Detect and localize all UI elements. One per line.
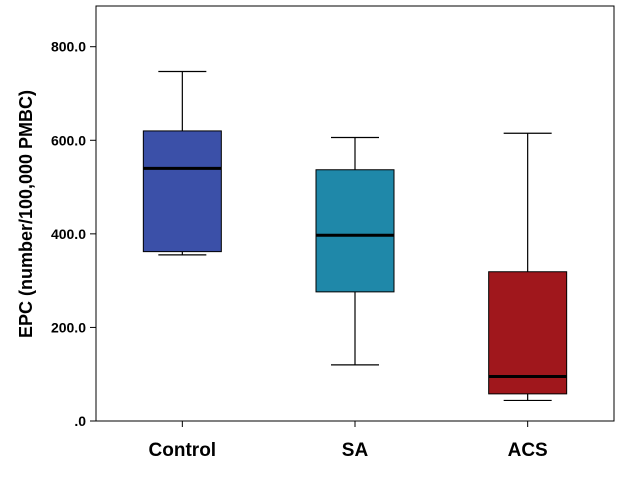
y-tick-label: 600.0 xyxy=(51,132,86,148)
x-category-label: Control xyxy=(149,440,217,461)
box-sa xyxy=(315,136,395,366)
iqr-box xyxy=(488,271,568,395)
box-control xyxy=(142,70,222,256)
y-tick-label: 400.0 xyxy=(51,226,86,242)
x-category-label: ACS xyxy=(508,440,548,461)
box-series xyxy=(142,70,568,402)
y-tick-label: 200.0 xyxy=(51,319,86,335)
x-axis: Control SA ACS xyxy=(149,421,548,461)
iqr-box xyxy=(315,169,395,293)
iqr-box xyxy=(142,130,222,253)
x-category-label: SA xyxy=(342,440,369,461)
y-axis: .0 200.0 400.0 600.0 800.0 xyxy=(51,39,96,429)
y-axis-title: EPC (number/100,000 PMBC) xyxy=(16,90,36,338)
y-tick-label: 800.0 xyxy=(51,39,86,55)
y-tick-label: .0 xyxy=(74,413,86,429)
box-acs xyxy=(488,132,568,402)
